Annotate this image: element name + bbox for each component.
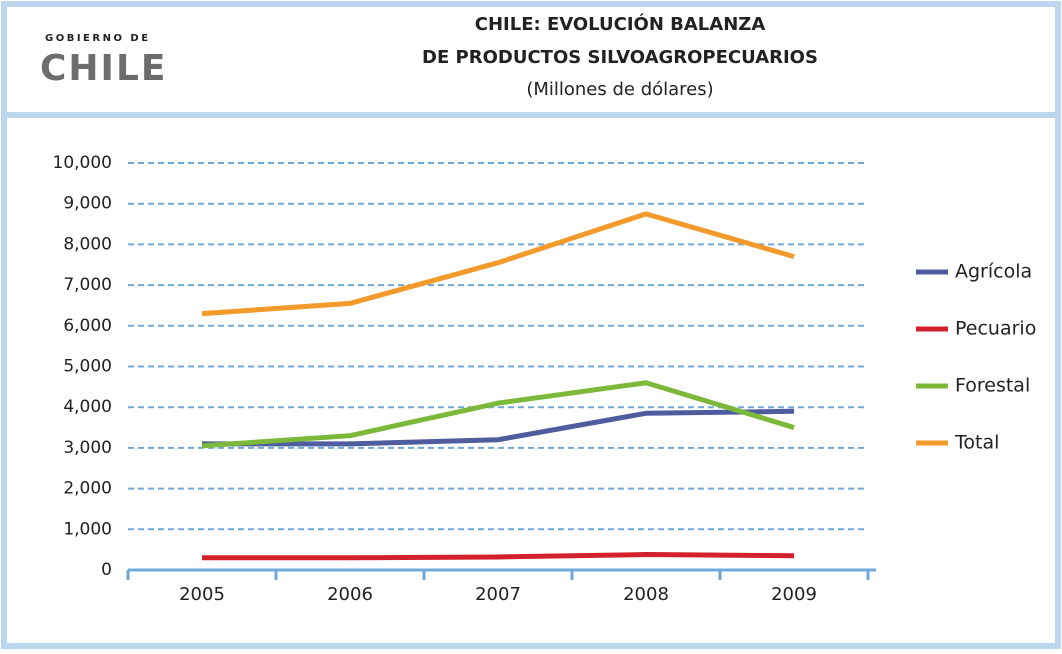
chart-title: DE PRODUCTOS SILVOAGROPECUARIOS [422, 47, 818, 68]
x-tick-label: 2007 [475, 584, 521, 605]
x-tick-label: 2009 [771, 584, 817, 605]
x-tick-label: 2006 [327, 584, 373, 605]
y-tick-label: 4,000 [63, 397, 112, 417]
y-tick-label: 1,000 [63, 519, 112, 539]
legend-label: Pecuario [955, 318, 1036, 340]
y-tick-label: 6,000 [63, 316, 112, 336]
logo-name: CHILE [40, 48, 167, 89]
legend-label: Total [954, 432, 999, 454]
y-tick-label: 10,000 [53, 153, 112, 173]
series-line [202, 552, 795, 561]
x-tick-label: 2005 [179, 584, 225, 605]
series-line [201, 380, 795, 449]
legend-label: Forestal [955, 375, 1030, 397]
series-line [202, 408, 795, 447]
y-tick-label: 3,000 [63, 438, 112, 458]
chart-subtitle: (Millones de dólares) [526, 79, 713, 100]
series-line [201, 211, 795, 317]
y-tick-label: 9,000 [63, 194, 112, 214]
logo-top: GOBIERNO DE [45, 33, 151, 44]
y-tick-label: 7,000 [63, 275, 112, 295]
x-tick-label: 2008 [623, 584, 669, 605]
chart-title: CHILE: EVOLUCIÓN BALANZA [475, 13, 766, 35]
legend-label: Agrícola [955, 261, 1032, 283]
y-tick-label: 8,000 [63, 234, 112, 254]
y-tick-label: 0 [101, 560, 112, 580]
y-tick-label: 5,000 [63, 357, 112, 377]
y-tick-label: 2,000 [63, 479, 112, 499]
